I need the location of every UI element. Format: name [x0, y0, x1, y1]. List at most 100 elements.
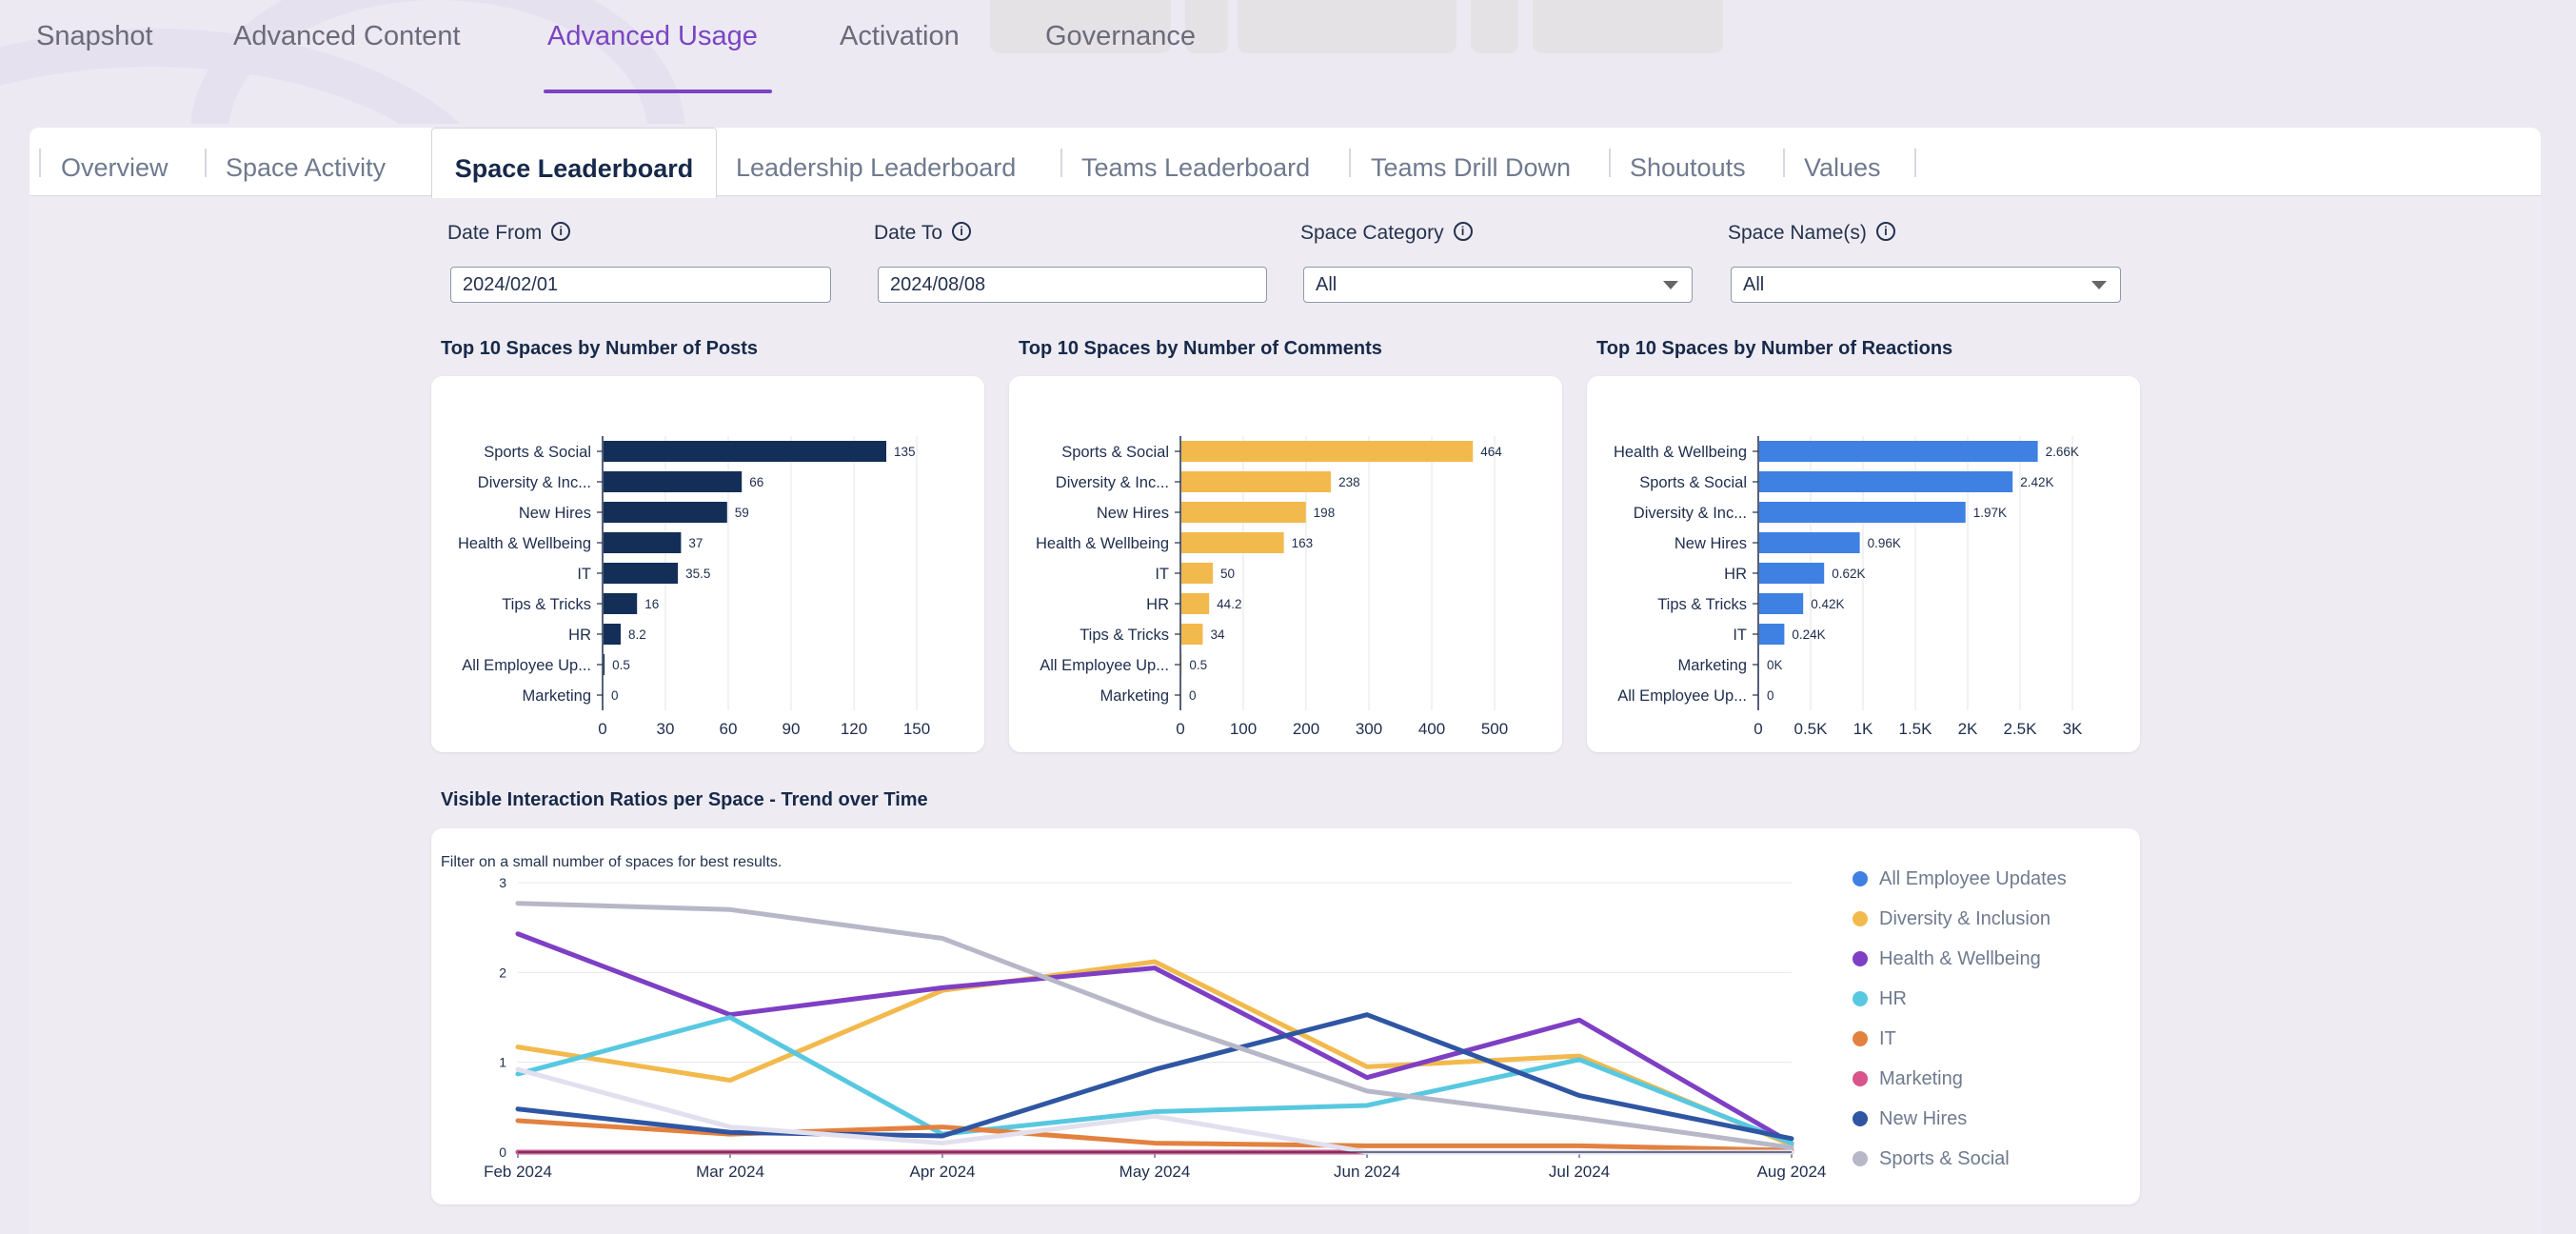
x-tick-label: 0.5K: [1794, 720, 1829, 738]
category-label: All Employee Up...: [1617, 687, 1747, 705]
chevron-down-icon: [2091, 281, 2107, 289]
category-label: All Employee Up...: [1040, 657, 1169, 674]
reactions-bar-chart: 0 0.5K 1K 1.5K 2K 2.5K 3K Health & Wellbeing 2.6…: [1614, 436, 2083, 738]
category-label: Marketing: [1100, 687, 1169, 705]
subtab-teams-drill-down[interactable]: Teams Drill Down: [1371, 153, 1572, 182]
comments-chart-card: 0 100 200 300 400 500 Sports & Social 464 Divers…: [1009, 376, 1562, 752]
space-names-label-text: Space Name(s): [1728, 222, 1867, 244]
category-label: Health & Wellbeing: [458, 535, 591, 552]
bar: [604, 502, 727, 523]
bar: [1181, 502, 1306, 523]
posts-chart-title: Top 10 Spaces by Number of Posts: [441, 338, 759, 359]
subtab-leadership-leaderboard[interactable]: Leadership Leaderboard: [736, 153, 1017, 182]
legend-item[interactable]: All Employee Updates: [1853, 859, 2138, 899]
date-from-input[interactable]: 2024/02/01: [450, 267, 831, 303]
active-tab-indicator: [544, 90, 772, 93]
legend-swatch: [1853, 871, 1868, 886]
legend-label: Sports & Social: [1879, 1147, 2010, 1169]
x-tick-label: May 2024: [1120, 1163, 1191, 1181]
category-label: Marketing: [1678, 657, 1747, 674]
legend-swatch: [1853, 951, 1868, 966]
date-from-label: Date From i: [447, 222, 571, 245]
tab-divider: [1914, 149, 1916, 177]
trend-chart-title: Visible Interaction Ratios per Space - T…: [441, 789, 928, 810]
bar-value-label: 2.66K: [2046, 445, 2079, 459]
bar: [1759, 441, 2038, 462]
subtab-teams-leaderboard[interactable]: Teams Leaderboard: [1081, 153, 1311, 182]
x-tick-label: 100: [1230, 720, 1257, 738]
category-label: Health & Wellbeing: [1036, 535, 1169, 552]
comments-chart-title: Top 10 Spaces by Number of Comments: [1019, 338, 1382, 359]
category-label: Diversity & Inc...: [1634, 505, 1747, 522]
date-to-input[interactable]: 2024/08/08: [878, 267, 1267, 303]
space-category-select[interactable]: All: [1303, 267, 1693, 303]
tab-governance[interactable]: Governance: [1045, 21, 1196, 51]
legend-item[interactable]: IT: [1853, 1019, 2138, 1059]
main-tabs: Snapshot Advanced Content Advanced Usage…: [0, 0, 2576, 105]
tab-divider: [1060, 149, 1062, 177]
tab-advanced-usage[interactable]: Advanced Usage: [547, 21, 758, 51]
series-line: [515, 1015, 1794, 1146]
y-tick-label: 3: [499, 875, 506, 890]
series-line: [515, 959, 1794, 1147]
bar-value-label: 135: [894, 445, 916, 459]
y-tick-label: 0: [499, 1144, 506, 1160]
sub-tabs: Overview Space Activity Space Leaderboar…: [30, 128, 2541, 198]
legend-item[interactable]: Marketing: [1853, 1059, 2138, 1099]
y-tick-label: 1: [499, 1055, 506, 1070]
bar: [604, 593, 638, 614]
category-label: Health & Wellbeing: [1614, 444, 1747, 461]
bar: [1181, 471, 1332, 492]
trend-chart-note: Filter on a small number of spaces for b…: [441, 854, 783, 870]
bar-value-label: 238: [1338, 475, 1360, 489]
x-tick-label: 60: [720, 720, 738, 738]
tab-advanced-content[interactable]: Advanced Content: [233, 21, 461, 51]
series-line: [515, 901, 1794, 1150]
trend-line-chart: 0 1 2 3 Feb 2024 Mar 2024 Apr 2024 May 2024 Jun …: [484, 875, 1826, 1181]
bar-value-label: 0: [611, 688, 619, 703]
y-tick-label: 2: [499, 965, 506, 980]
space-names-select[interactable]: All: [1731, 267, 2121, 303]
legend-swatch: [1853, 1031, 1868, 1046]
bar-value-label: 16: [644, 597, 659, 611]
info-icon[interactable]: i: [1453, 222, 1473, 242]
tab-snapshot[interactable]: Snapshot: [36, 21, 153, 51]
bar: [1181, 593, 1210, 614]
bar: [604, 471, 743, 492]
bar-value-label: 198: [1314, 506, 1336, 520]
bar: [1759, 624, 1785, 645]
category-label: HR: [1724, 566, 1747, 583]
subtab-space-activity[interactable]: Space Activity: [226, 153, 386, 182]
bar-value-label: 37: [688, 536, 703, 550]
x-tick-label: Apr 2024: [910, 1163, 976, 1181]
legend-item[interactable]: New Hires: [1853, 1099, 2138, 1139]
category-label: All Employee Up...: [462, 657, 591, 674]
bar: [1181, 624, 1203, 645]
subtab-space-leaderboard[interactable]: Space Leaderboard: [431, 128, 717, 198]
bar-value-label: 50: [1220, 567, 1235, 581]
legend-label: Marketing: [1879, 1067, 1963, 1089]
category-label: Sports & Social: [1639, 474, 1747, 491]
legend-item[interactable]: Health & Wellbeing: [1853, 939, 2138, 979]
x-tick-label: 400: [1418, 720, 1445, 738]
subtab-overview[interactable]: Overview: [61, 153, 168, 182]
tab-activation[interactable]: Activation: [840, 21, 960, 51]
x-tick-label: 3K: [2063, 720, 2083, 738]
legend-item[interactable]: Diversity & Inclusion: [1853, 899, 2138, 939]
subtab-shoutouts[interactable]: Shoutouts: [1630, 153, 1746, 182]
legend-item[interactable]: Sports & Social: [1853, 1139, 2138, 1179]
series-line: [515, 1118, 1794, 1153]
bar: [604, 441, 886, 462]
x-tick-label: Mar 2024: [696, 1163, 764, 1181]
info-icon[interactable]: i: [952, 222, 971, 242]
info-icon[interactable]: i: [1875, 222, 1895, 242]
subtab-values[interactable]: Values: [1804, 153, 1881, 182]
legend-item[interactable]: HR: [1853, 979, 2138, 1019]
tab-divider: [39, 149, 41, 177]
info-icon[interactable]: i: [551, 222, 571, 242]
x-tick-label: 0: [1176, 720, 1184, 738]
category-label: IT: [1155, 566, 1169, 583]
x-tick-label: 300: [1356, 720, 1382, 738]
bar-value-label: 1.97K: [1973, 506, 2007, 520]
date-from-label-text: Date From: [447, 222, 543, 244]
